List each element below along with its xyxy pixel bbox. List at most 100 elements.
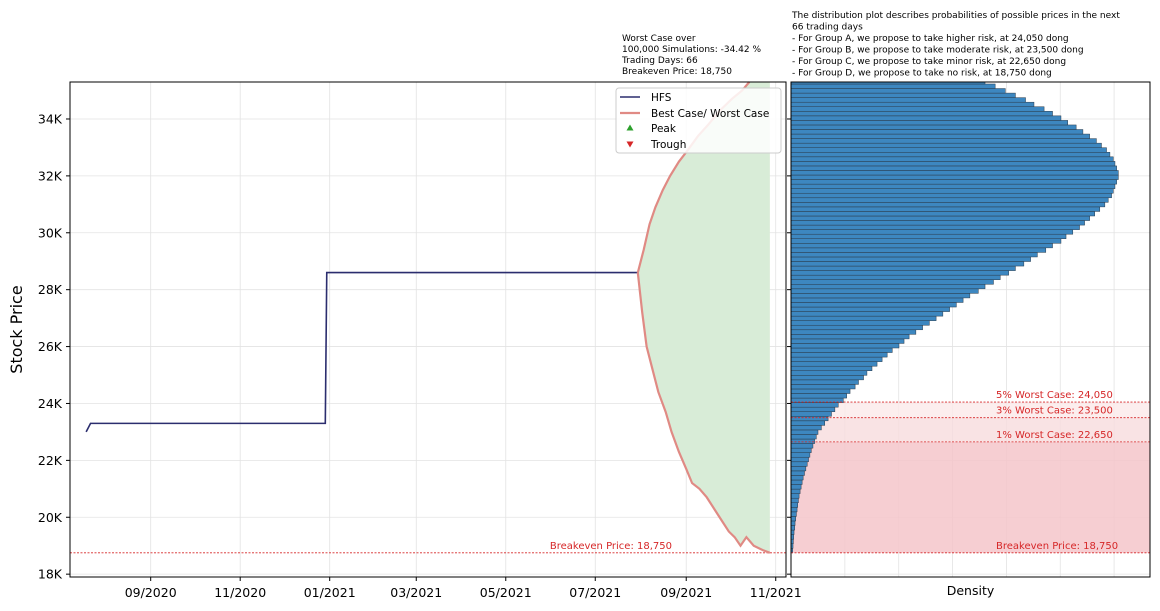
histogram-bar [790, 347, 893, 353]
histogram-bar [790, 138, 1097, 144]
distribution-note-line: The distribution plot describes probabil… [791, 11, 1120, 21]
price-chart-frame [69, 81, 787, 578]
x-tick-label: 09/2021 [660, 585, 712, 600]
legend-peak-marker [626, 124, 634, 131]
histogram-bar [790, 215, 1090, 221]
histogram-bar [790, 129, 1084, 135]
legend-trough-marker [626, 141, 634, 148]
histogram-bar [790, 334, 910, 340]
y-tick-label: 24K [38, 396, 63, 411]
histogram-bar [790, 493, 800, 499]
histogram-bar [790, 525, 795, 531]
histogram-bar [790, 133, 1090, 139]
histogram-bar [790, 92, 1016, 98]
histogram-bar [790, 388, 851, 394]
histogram-bar [790, 320, 930, 326]
x-tick-label: 07/2021 [569, 585, 621, 600]
price-chart-grid [70, 82, 786, 577]
histogram-bar [790, 511, 797, 517]
histogram-bar [790, 174, 1119, 180]
distribution-note-line: - For Group C, we propose to take minor … [792, 57, 1066, 67]
worst-case-line [636, 272, 771, 554]
histogram-bar [790, 456, 809, 463]
legend-entry: HFS [651, 92, 672, 104]
histogram-bar [790, 229, 1074, 235]
y-axis-label: Stock Price [7, 285, 26, 373]
histogram-bar [790, 365, 873, 371]
histogram-bar [790, 111, 1053, 117]
histogram-bar [790, 297, 964, 303]
histogram-bar [790, 315, 937, 321]
legend-entry: Peak [651, 123, 677, 135]
histogram-bar [790, 375, 864, 381]
x-tick-label: 05/2021 [480, 585, 532, 600]
histogram-bar [790, 88, 1006, 94]
histogram-bar [790, 343, 900, 349]
histogram-bar [790, 406, 836, 412]
histogram-bar [790, 311, 944, 317]
histogram-bar [790, 302, 957, 308]
distribution-note-line: - For Group B, we propose to take modera… [792, 46, 1084, 56]
histogram-bar [790, 306, 950, 312]
histogram-bar [790, 370, 868, 376]
histogram-bar [790, 224, 1080, 230]
histogram-bar [790, 520, 796, 526]
worst-case-line: Breakeven Price: 18,750 [622, 67, 732, 77]
x-tick-label: 11/2021 [750, 585, 802, 600]
histogram-bar [790, 97, 1026, 103]
histogram-bar [790, 170, 1119, 176]
worst-case-line: Trading Days: 66 [621, 56, 698, 66]
histogram-bar [790, 147, 1107, 153]
histogram-bar [790, 247, 1047, 253]
histogram-bar [790, 502, 798, 508]
histogram-bar [790, 256, 1031, 262]
risk-band [791, 402, 1150, 418]
histogram-bar [790, 274, 1001, 280]
histogram-bar [790, 83, 996, 89]
histogram-bar [790, 183, 1116, 189]
histogram-bar [790, 443, 814, 449]
histogram-bar [790, 197, 1109, 203]
y-tick-label: 18K [38, 567, 63, 582]
histogram-bar [790, 202, 1106, 208]
breakeven-label: Breakeven Price: 18,750 [550, 541, 672, 552]
histogram-bar [790, 106, 1045, 112]
histogram-bar [790, 252, 1038, 258]
histogram-bar [790, 461, 808, 467]
x-tick-label: 09/2020 [125, 585, 177, 600]
histogram-bar [790, 429, 819, 435]
density-y-ticks [787, 118, 791, 575]
histogram-bar [790, 238, 1062, 244]
histogram-bar [790, 270, 1009, 276]
histogram-bar [790, 516, 796, 522]
x-tick-label: 03/2021 [390, 585, 442, 600]
histogram-bar [790, 120, 1068, 126]
histogram-bar [790, 438, 815, 444]
histogram-bar [790, 356, 883, 362]
legend-entry: Best Case/ Worst Case [651, 108, 769, 120]
histogram-bar [790, 425, 822, 431]
histogram-bar [790, 188, 1114, 194]
density-x-axis-label: Density [947, 583, 995, 598]
x-tick-label: 01/2021 [304, 585, 356, 600]
histogram-bar [790, 288, 979, 294]
histogram-bar [790, 324, 923, 331]
histogram-bar [790, 265, 1016, 271]
histogram-bar [790, 411, 832, 417]
histogram-bar [790, 192, 1112, 199]
histogram-bar [790, 161, 1116, 167]
histogram-bar [790, 338, 905, 344]
histogram-bar [790, 384, 856, 390]
risk-label: Breakeven Price: 18,750 [996, 541, 1118, 552]
risk-label: 1% Worst Case: 22,650 [996, 430, 1113, 441]
histogram-bar [790, 243, 1053, 249]
risk-label: 3% Worst Case: 23,500 [996, 406, 1113, 417]
histogram-bar [790, 261, 1025, 267]
histogram-bar [790, 484, 802, 490]
distribution-note-line: - For Group D, we propose to take no ris… [792, 69, 1052, 79]
histogram-bar [790, 402, 839, 408]
legend: HFS Best Case/ Worst Case Peak Trough [615, 87, 782, 154]
histogram-bar [790, 329, 917, 335]
histogram-bar [790, 479, 803, 485]
risk-level-lines: 5% Worst Case: 24,050 3% Worst Case: 23,5… [791, 390, 1150, 554]
